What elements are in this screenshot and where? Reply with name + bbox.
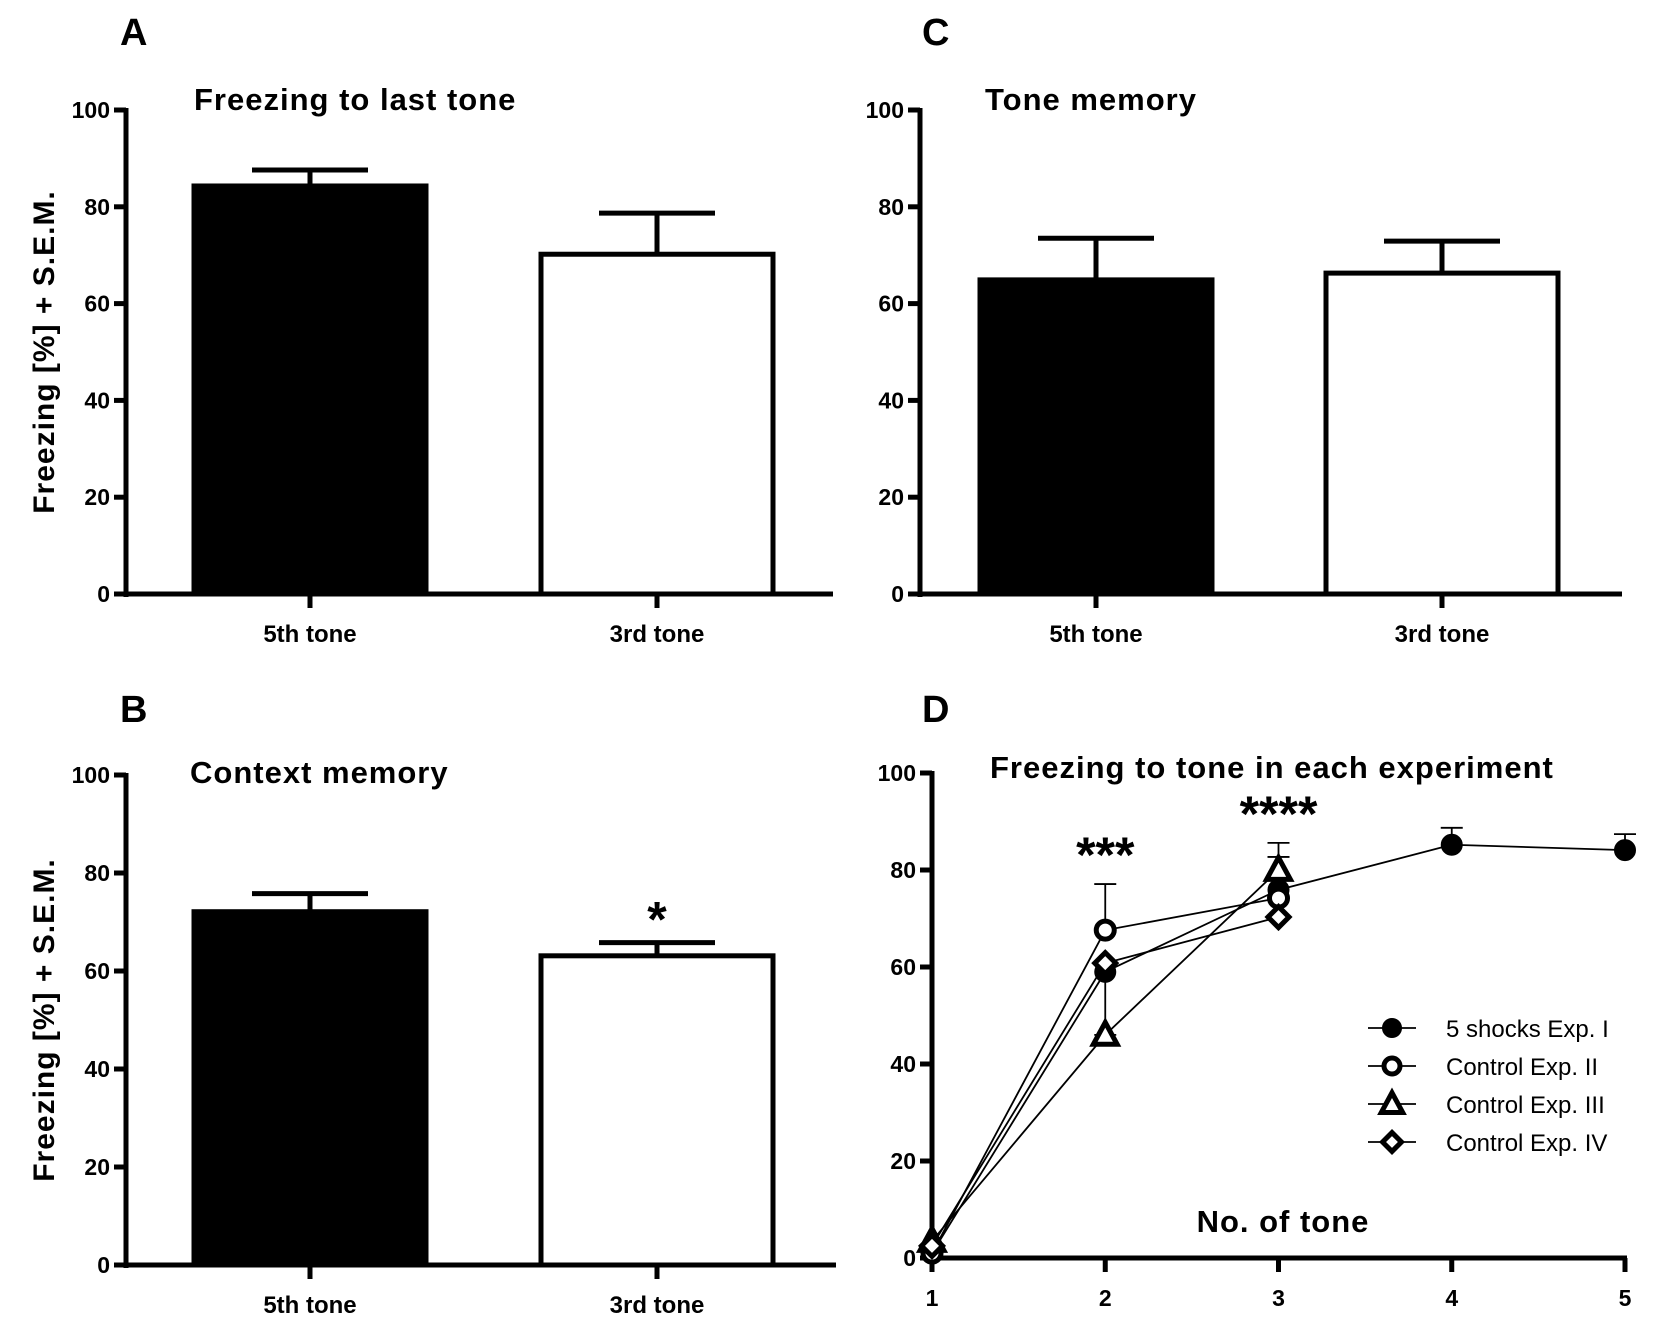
legend-item: 5 shocks Exp. I [1368, 1016, 1609, 1043]
legend-item: Control Exp. III [1368, 1087, 1605, 1119]
y-tick-label: 20 [890, 1148, 916, 1174]
panel-d-title: Freezing to tone in each experiment [990, 750, 1554, 785]
series-open-triangle [931, 856, 1290, 1242]
y-tick-label: 40 [878, 387, 904, 413]
data-point-open-triangle [1262, 852, 1295, 882]
x-category-label: 3rd tone [610, 1292, 705, 1319]
data-point-open-diamond [1264, 903, 1293, 932]
bar-5th-tone [191, 909, 429, 1268]
y-tick-label: 100 [866, 97, 904, 123]
x-category-label: 5th tone [263, 621, 356, 648]
y-tick-label: 20 [878, 484, 904, 510]
y-tick-label: 0 [97, 581, 110, 607]
x-tick-label: 1 [926, 1285, 939, 1311]
legend-item: Control Exp. IV [1368, 1129, 1607, 1157]
y-tick-label: 40 [890, 1051, 916, 1077]
legend-marker-open-diamond [1379, 1129, 1405, 1155]
x-category-label: 3rd tone [1395, 621, 1490, 648]
legend-marker-open-triangle [1377, 1087, 1407, 1115]
data-point-filled-circle [1440, 833, 1463, 856]
panel-d-legend: 5 shocks Exp. I Control Exp. II Control Ex… [1368, 1016, 1609, 1157]
legend-label: 5 shocks Exp. I [1446, 1016, 1609, 1043]
significance-marker: **** [1240, 786, 1318, 842]
y-tick-label: 80 [84, 194, 110, 220]
y-tick-label: 80 [84, 860, 110, 886]
panel-letter-b: B [120, 689, 147, 731]
panel-d-x-axis-title: No. of tone [1197, 1204, 1370, 1239]
y-tick-label: 0 [903, 1245, 916, 1271]
panel-letter-c: C [922, 12, 949, 54]
panel-a-plot: 0 20 40 60 80 100 5th tone 3rd tone [72, 97, 833, 648]
y-tick-label: 100 [878, 760, 916, 786]
legend-item: Control Exp. II [1368, 1054, 1598, 1081]
x-category-label: 3rd tone [610, 621, 705, 648]
data-point-open-diamond [1091, 949, 1120, 978]
bar-5th-tone [977, 277, 1215, 597]
x-category-label: 5th tone [263, 1292, 356, 1319]
panel-c-tone-memory: C Tone memory 0 20 40 60 80 100 5th tone 3rd to… [866, 12, 1622, 648]
y-tick-label: 40 [84, 1056, 110, 1082]
y-tick-label: 60 [84, 958, 110, 984]
panel-d-freezing-each-experiment: D Freezing to tone in each experiment No… [878, 689, 1636, 1311]
legend-label: Control Exp. IV [1446, 1130, 1607, 1157]
panel-c-title: Tone memory [985, 82, 1197, 117]
legend-marker-filled-circle [1382, 1018, 1402, 1038]
y-tick-label: 100 [72, 762, 110, 788]
y-tick-label: 60 [890, 954, 916, 980]
y-tick-label: 60 [878, 291, 904, 317]
data-point-open-circle [1093, 918, 1117, 942]
y-tick-label: 0 [97, 1252, 110, 1278]
panel-b-plot: 0 20 40 60 80 100 5th tone 3rd tone * [72, 762, 836, 1319]
markers-layer [915, 833, 1636, 1265]
data-point-filled-circle [1614, 839, 1636, 862]
x-tick-label: 4 [1445, 1285, 1458, 1311]
y-tick-label: 20 [84, 484, 110, 510]
panel-a-title: Freezing to last tone [194, 82, 516, 117]
bar-3rd-tone [538, 251, 776, 597]
significance-marker: *** [1076, 827, 1135, 883]
data-point-open-triangle [1089, 1017, 1122, 1047]
data-point-open-diamond [917, 1231, 947, 1260]
y-tick-label: 100 [72, 97, 110, 123]
legend-label: Control Exp. III [1446, 1092, 1605, 1119]
panel-b-context-memory: B Context memory Freezing [%] + S.E.M. 0… [28, 689, 836, 1319]
x-category-label: 5th tone [1049, 621, 1142, 648]
y-tick-label: 80 [890, 857, 916, 883]
panel-a-freezing-last-tone: A Freezing to last tone Freezing [%] + S… [28, 12, 833, 648]
panel-a-y-axis-title: Freezing [%] + S.E.M. [28, 190, 61, 514]
significance-marker: * [647, 892, 667, 948]
panel-b-title: Context memory [190, 755, 449, 790]
y-tick-label: 0 [891, 581, 904, 607]
y-tick-label: 40 [84, 387, 110, 413]
bar-3rd-tone [538, 953, 776, 1268]
x-tick-label: 5 [1619, 1285, 1632, 1311]
panel-letter-d: D [922, 689, 949, 731]
series-open-circle [931, 841, 1290, 1254]
x-tick-label: 2 [1099, 1285, 1112, 1311]
legend-label: Control Exp. II [1446, 1054, 1598, 1081]
bar-3rd-tone [1323, 270, 1561, 597]
panel-c-plot: 0 20 40 60 80 100 5th tone 3rd tone [866, 97, 1622, 648]
panel-letter-a: A [120, 12, 147, 54]
y-tick-label: 20 [84, 1154, 110, 1180]
x-tick-label: 3 [1272, 1285, 1285, 1311]
y-tick-label: 80 [878, 194, 904, 220]
bar-5th-tone [191, 183, 429, 597]
legend-marker-open-circle [1381, 1055, 1403, 1077]
panel-b-y-axis-title: Freezing [%] + S.E.M. [28, 858, 61, 1182]
y-tick-label: 60 [84, 291, 110, 317]
